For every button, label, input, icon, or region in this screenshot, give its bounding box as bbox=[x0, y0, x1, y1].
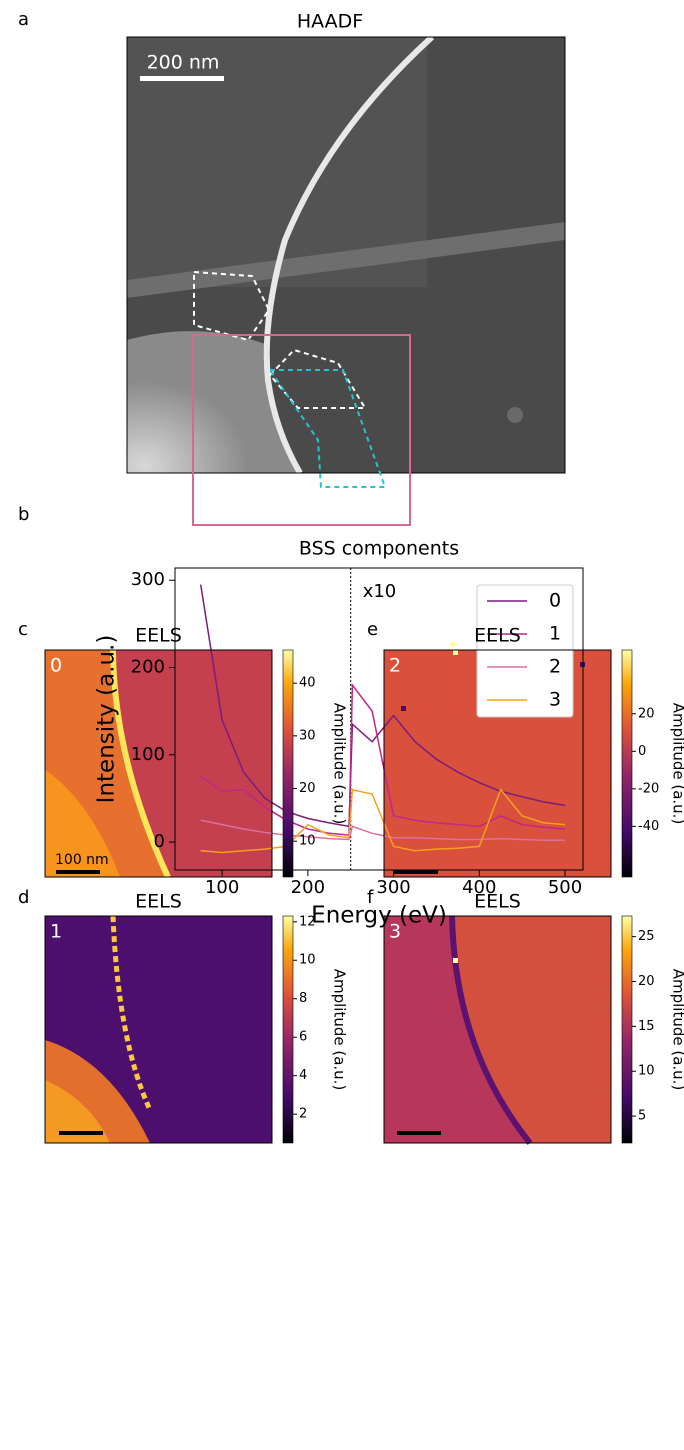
legend-label: 2 bbox=[549, 656, 561, 678]
legend-label: 1 bbox=[549, 623, 561, 645]
panel-label: f bbox=[367, 887, 374, 908]
y-tick-label: 100 bbox=[131, 744, 165, 765]
colorbar-tick-label: 40 bbox=[299, 676, 316, 691]
colorbar bbox=[621, 649, 633, 878]
map-frame bbox=[44, 649, 273, 878]
annotation: x10 bbox=[363, 581, 397, 602]
series-line bbox=[200, 788, 566, 854]
colorbar-tick-label: 25 bbox=[638, 929, 655, 944]
panel-label: e bbox=[367, 619, 378, 640]
chart-title: BSS components bbox=[299, 538, 459, 560]
colorbar-label: Amplitude (a.u.) bbox=[331, 969, 349, 1091]
chart-title: EELS bbox=[135, 891, 182, 913]
roi bbox=[193, 270, 271, 342]
scale-bar-label: 100 nm bbox=[55, 852, 109, 868]
panel-label: b bbox=[18, 504, 29, 525]
colorbar-tick-label: 10 bbox=[299, 953, 316, 968]
colorbar-tick-label: 2 bbox=[299, 1107, 307, 1122]
x-tick-label: 100 bbox=[205, 877, 239, 898]
colorbar-tick-label: -20 bbox=[638, 781, 659, 796]
scale-bar bbox=[140, 76, 224, 81]
chart-title: HAADF bbox=[297, 11, 363, 33]
colorbar-tick-label: 20 bbox=[638, 706, 655, 721]
colorbar-tick-label: 20 bbox=[299, 781, 316, 796]
x-tick-label: 300 bbox=[376, 877, 410, 898]
colorbar-tick-label: 10 bbox=[299, 834, 316, 849]
colorbar-tick-label: 30 bbox=[299, 728, 316, 743]
heatmap-image bbox=[384, 915, 611, 1145]
colorbar-tick-label: 8 bbox=[299, 991, 307, 1006]
colorbar bbox=[282, 915, 294, 1144]
chart-title: EELS bbox=[474, 891, 521, 913]
colorbar-tick-label: 15 bbox=[638, 1019, 655, 1034]
y-tick-label: 300 bbox=[131, 569, 165, 590]
chart-title: EELS bbox=[474, 625, 521, 647]
component-label: 0 bbox=[50, 655, 62, 677]
colorbar-tick-label: 6 bbox=[299, 1030, 307, 1045]
colorbar-tick-label: 0 bbox=[638, 744, 646, 759]
image-frame bbox=[126, 36, 566, 474]
panel-label: c bbox=[18, 619, 28, 640]
y-tick-label: 200 bbox=[131, 657, 165, 678]
scale-bar-label: 200 nm bbox=[147, 52, 220, 74]
colorbar-tick-label: 4 bbox=[299, 1068, 307, 1083]
colorbar bbox=[621, 915, 633, 1144]
map-frame bbox=[44, 915, 273, 1144]
x-tick-label: 400 bbox=[462, 877, 496, 898]
plot-frame bbox=[174, 567, 584, 871]
colorbar bbox=[282, 649, 294, 878]
colorbar-tick-label: 20 bbox=[638, 974, 655, 989]
component-label: 1 bbox=[50, 921, 62, 943]
panel-label: d bbox=[18, 887, 29, 908]
legend-box bbox=[476, 584, 574, 718]
heatmap-image bbox=[45, 649, 272, 879]
legend-label: 3 bbox=[549, 689, 561, 711]
roi bbox=[268, 369, 387, 488]
chart-title: EELS bbox=[135, 625, 182, 647]
colorbar-label: Amplitude (a.u.) bbox=[670, 703, 684, 825]
colorbar-tick-label: -40 bbox=[638, 819, 659, 834]
series-line bbox=[200, 682, 566, 836]
series-line bbox=[200, 819, 565, 842]
colorbar-tick-label: 10 bbox=[638, 1064, 655, 1079]
haadf-image bbox=[127, 37, 565, 473]
colorbar-tick-label: 5 bbox=[638, 1109, 646, 1124]
component-label: 3 bbox=[389, 921, 401, 943]
y-axis-label: Intensity (a.u.) bbox=[94, 635, 120, 804]
panel-label: a bbox=[18, 9, 29, 30]
x-tick-label: 500 bbox=[548, 877, 582, 898]
y-tick-label: 0 bbox=[154, 831, 165, 852]
colorbar-label: Amplitude (a.u.) bbox=[670, 969, 684, 1091]
map-frame bbox=[383, 649, 612, 878]
legend-label: 0 bbox=[549, 590, 561, 612]
map-frame bbox=[383, 915, 612, 1144]
heatmap-image bbox=[45, 915, 272, 1143]
component-label: 2 bbox=[389, 655, 401, 677]
map-region bbox=[192, 334, 411, 526]
x-tick-label: 200 bbox=[291, 877, 325, 898]
colorbar-tick-label: 12 bbox=[299, 914, 316, 929]
colorbar-label: Amplitude (a.u.) bbox=[331, 703, 349, 825]
